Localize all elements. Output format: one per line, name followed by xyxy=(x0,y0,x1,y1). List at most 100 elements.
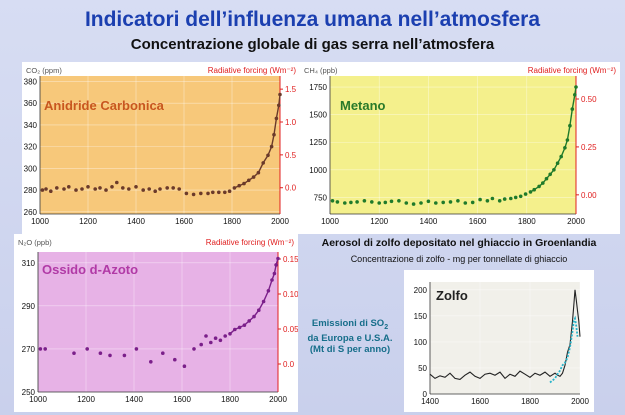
co2-data-point xyxy=(86,185,90,189)
ch4-y-tick: 1000 xyxy=(309,166,327,175)
ch4-data-point xyxy=(404,201,409,205)
n2o-data-point xyxy=(199,342,203,347)
co2-data-point xyxy=(227,189,232,193)
n2o-data-point xyxy=(38,347,43,351)
n2o-chart: N₂O (ppb) Radiative forcing (Wm⁻²) Ossid… xyxy=(14,234,298,412)
n2o-data-point xyxy=(134,347,139,351)
ch4-right-axis-label: Radiative forcing (Wm⁻²) xyxy=(528,66,617,75)
co2-data-point xyxy=(62,187,66,191)
so2-note-subscript: 2 xyxy=(384,323,389,331)
so2-note-line3: (Mt di S per anno) xyxy=(309,343,391,355)
sulfur-chart: Zolfo 1400 1600 1800 2000 0 50 100 150 200 xyxy=(404,270,594,412)
ch4-data-point xyxy=(456,199,460,203)
so2-note-main: Emissioni di SO xyxy=(311,318,385,329)
n2o-x-tick: 1800 xyxy=(221,395,239,404)
so2-note-line2: da Europa e U.S.A. xyxy=(307,332,393,344)
n2o-y2-tick: 0.10 xyxy=(283,290,298,299)
n2o-plot-area xyxy=(38,252,278,392)
co2-data-point xyxy=(269,144,274,149)
co2-y-tick: 260 xyxy=(24,208,38,217)
n2o-data-point xyxy=(247,319,251,323)
co2-gas-title: Anidride Carbonica xyxy=(44,98,165,113)
n2o-data-point xyxy=(72,351,76,355)
ch4-data-point xyxy=(532,187,536,192)
ch4-data-point xyxy=(419,201,423,205)
n2o-left-axis-label: N₂O (ppb) xyxy=(18,238,52,247)
n2o-data-point xyxy=(213,336,218,340)
n2o-data-point xyxy=(161,351,165,355)
sulfur-chart-title: Aerosol di zolfo depositato nel ghiaccio… xyxy=(321,237,597,249)
ch4-data-point xyxy=(478,197,482,202)
co2-data-point xyxy=(93,187,97,191)
so2-series-line-1 xyxy=(549,315,579,384)
n2o-data-point xyxy=(218,338,223,343)
co2-data-point xyxy=(141,188,145,192)
co2-y2-tick: 1.5 xyxy=(285,85,297,94)
page-title: Indicatori dell’influenza umana nell’atm… xyxy=(84,8,541,31)
co2-data-point xyxy=(121,186,125,190)
n2o-data-point xyxy=(274,263,278,267)
ch4-data-point xyxy=(383,200,388,205)
ch4-data-point xyxy=(541,181,545,185)
co2-data-point xyxy=(98,186,102,190)
n2o-data-point xyxy=(173,357,177,362)
co2-x-tick: 1400 xyxy=(127,217,145,226)
co2-data-point xyxy=(251,175,256,179)
co2-data-point xyxy=(237,183,241,188)
co2-data-point xyxy=(171,186,175,190)
ch4-data-point xyxy=(555,161,560,165)
ch4-data-point xyxy=(448,200,453,204)
co2-data-point xyxy=(199,191,203,196)
co2-right-axis-label: Radiative forcing (Wm⁻²) xyxy=(208,66,297,75)
ch4-data-point xyxy=(548,172,552,177)
co2-y-tick: 300 xyxy=(24,164,38,173)
co2-x-tick: 1000 xyxy=(31,217,49,226)
n2o-data-point xyxy=(223,334,227,338)
n2o-x-tick: 2000 xyxy=(269,395,287,404)
co2-x-tick: 1800 xyxy=(223,217,241,226)
n2o-x-tick: 1600 xyxy=(173,395,191,404)
ch4-data-point xyxy=(497,199,502,203)
ch4-data-point xyxy=(463,201,468,205)
co2-data-point xyxy=(177,187,181,191)
ch4-data-point xyxy=(518,194,523,199)
ch4-data-point xyxy=(441,200,445,205)
ch4-y-tick: 750 xyxy=(314,193,328,202)
ch4-x-tick: 1200 xyxy=(370,217,388,226)
ch4-data-point xyxy=(559,154,563,159)
co2-y-tick: 320 xyxy=(24,143,38,152)
co2-y-tick: 340 xyxy=(24,121,38,130)
so2-x-tick: 1800 xyxy=(521,397,539,406)
n2o-data-point xyxy=(122,353,127,358)
so2-x-tick: 1400 xyxy=(421,397,439,406)
n2o-gas-title: Ossido d-Azoto xyxy=(42,262,138,277)
ch4-data-point xyxy=(574,85,578,89)
so2-y-tick: 150 xyxy=(414,312,428,321)
ch4-chart: CH₄ (ppb) Radiative forcing (Wm⁻²) Metan… xyxy=(300,62,620,234)
ch4-y2-tick: 0.50 xyxy=(581,95,597,104)
co2-data-point xyxy=(278,92,282,97)
ch4-data-point xyxy=(355,200,359,204)
co2-y2-tick: 1.0 xyxy=(285,118,297,127)
so2-y-tick: 200 xyxy=(414,286,428,295)
ch4-data-point xyxy=(565,138,570,142)
co2-data-point xyxy=(40,188,45,192)
n2o-data-point xyxy=(276,256,280,261)
ch4-x-tick: 2000 xyxy=(567,217,585,226)
ch4-data-point xyxy=(362,199,367,203)
sulfur-gas-title: Zolfo xyxy=(436,288,468,303)
ch4-data-point xyxy=(502,197,507,201)
ch4-x-tick: 1800 xyxy=(518,217,536,226)
n2o-data-point xyxy=(98,351,103,355)
ch4-x-tick: 1600 xyxy=(469,217,487,226)
co2-y-tick: 380 xyxy=(24,77,38,86)
n2o-y2-tick: 0.05 xyxy=(283,325,298,334)
n2o-data-point xyxy=(108,353,112,358)
ch4-data-point xyxy=(485,199,490,203)
so2-y-tick: 0 xyxy=(423,390,428,399)
co2-y-tick: 360 xyxy=(24,99,38,108)
n2o-data-point xyxy=(204,334,208,338)
co2-data-point xyxy=(147,187,151,191)
n2o-data-point xyxy=(192,347,196,351)
ch4-data-point xyxy=(523,192,528,196)
